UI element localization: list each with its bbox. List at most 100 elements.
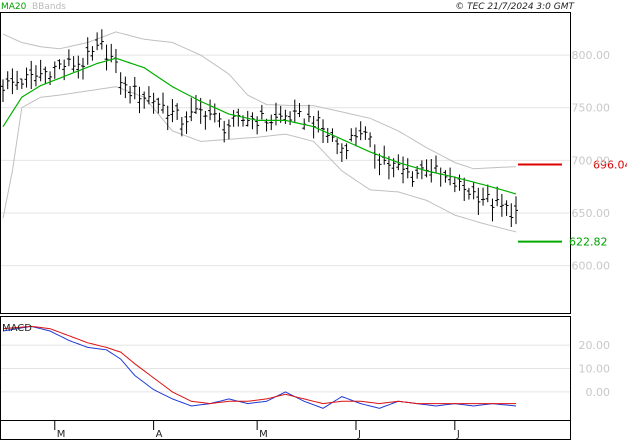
price-tick-label: 800.00 — [572, 49, 611, 62]
price-bar — [99, 29, 104, 50]
price-bar — [457, 174, 462, 191]
price-bar — [95, 32, 100, 51]
bollinger-bands — [2, 31, 517, 233]
price-bar — [306, 104, 311, 123]
price-bar — [499, 193, 504, 217]
price-bar — [236, 108, 241, 127]
price-bar — [52, 61, 57, 79]
price-bar — [514, 196, 518, 225]
support-resistance-levels: 696.04 622.82 — [518, 159, 627, 249]
price-bar — [377, 153, 382, 176]
price-bar — [165, 105, 170, 131]
price-bar — [208, 99, 213, 121]
price-bar — [85, 37, 90, 65]
price-bar — [363, 126, 368, 140]
price-bar — [1, 79, 5, 103]
price-bar — [128, 86, 133, 104]
legend-ma20: MA20 — [1, 2, 27, 12]
price-bar — [161, 92, 166, 114]
price-bar — [212, 103, 217, 123]
price-bar — [76, 55, 81, 79]
price-bar — [217, 112, 222, 128]
price-bar — [146, 86, 151, 105]
price-bar — [193, 95, 198, 114]
price-bar — [471, 181, 476, 200]
price-bar — [372, 144, 377, 169]
legend-macd: MACD — [2, 323, 32, 334]
price-bar — [344, 143, 349, 160]
price-bar — [452, 176, 457, 193]
price-bar — [151, 92, 156, 114]
price-bar — [405, 158, 410, 179]
price-bar — [57, 59, 62, 70]
price-bar — [198, 97, 203, 124]
price-bar — [66, 49, 71, 67]
price-bar — [156, 97, 161, 114]
price-bars — [1, 29, 518, 228]
month-label: M — [259, 429, 268, 440]
price-bar — [29, 60, 34, 90]
price-bar — [104, 44, 109, 71]
macd-tick-label: 10.00 — [579, 363, 611, 376]
price-bar — [226, 119, 231, 140]
price-bar — [33, 65, 38, 87]
price-bar — [292, 99, 297, 122]
price-bar — [38, 59, 43, 82]
price-bar — [386, 156, 391, 180]
price-bar — [433, 155, 438, 174]
price-panel-frame — [0, 12, 571, 314]
price-bar — [485, 184, 490, 203]
price-bar — [222, 120, 227, 143]
month-label: J — [357, 429, 361, 440]
price-bar — [231, 110, 236, 127]
price-bar — [132, 76, 137, 100]
price-bar — [273, 102, 278, 126]
bband-lower — [2, 86, 517, 233]
macd-tick-label: 0.00 — [586, 386, 611, 399]
price-bar — [203, 110, 208, 130]
price-tick-label: 650.00 — [572, 207, 611, 220]
price-bar — [504, 200, 509, 216]
price-bar — [71, 56, 76, 72]
price-bar — [462, 177, 467, 201]
price-bar — [509, 203, 514, 228]
legend-bbands: BBands — [32, 2, 66, 12]
price-bar — [118, 72, 123, 95]
price-bar — [269, 114, 274, 131]
price-tick-label: 750.00 — [572, 102, 611, 115]
price-bar — [175, 103, 180, 120]
price-bar — [90, 46, 95, 61]
price-bar — [189, 97, 194, 122]
price-bar — [368, 132, 373, 148]
price-bar — [410, 171, 415, 187]
price-bar — [481, 187, 486, 206]
price-bar — [184, 111, 189, 134]
price-bar — [283, 109, 288, 124]
price-bar — [137, 86, 142, 114]
price-bar — [19, 78, 24, 89]
price-bar — [353, 127, 358, 147]
time-axis-frame — [0, 420, 571, 440]
price-bar — [429, 158, 434, 183]
price-bar — [424, 159, 429, 178]
moving-average — [2, 57, 517, 195]
ma20-line — [2, 57, 517, 195]
price-bar — [5, 71, 10, 90]
month-label: A — [156, 429, 163, 440]
price-bar — [259, 104, 264, 120]
price-bar — [288, 111, 293, 126]
macd-lines — [2, 325, 517, 409]
price-bar — [490, 198, 495, 222]
price-bar — [179, 116, 184, 137]
price-bar — [48, 71, 53, 86]
macd-signal-line — [2, 325, 516, 405]
copyright: © TEC 21/7/2024 3:0 GMT — [455, 2, 575, 12]
price-bar — [123, 76, 128, 99]
macd-line — [2, 325, 517, 409]
axes: 800.00 750.00 700.00 650.00 600.00 20.00 10.00… — [54, 49, 611, 440]
price-bar — [495, 186, 500, 207]
price-bar — [438, 167, 443, 187]
price-bar — [170, 99, 175, 123]
price-bar — [15, 70, 20, 90]
